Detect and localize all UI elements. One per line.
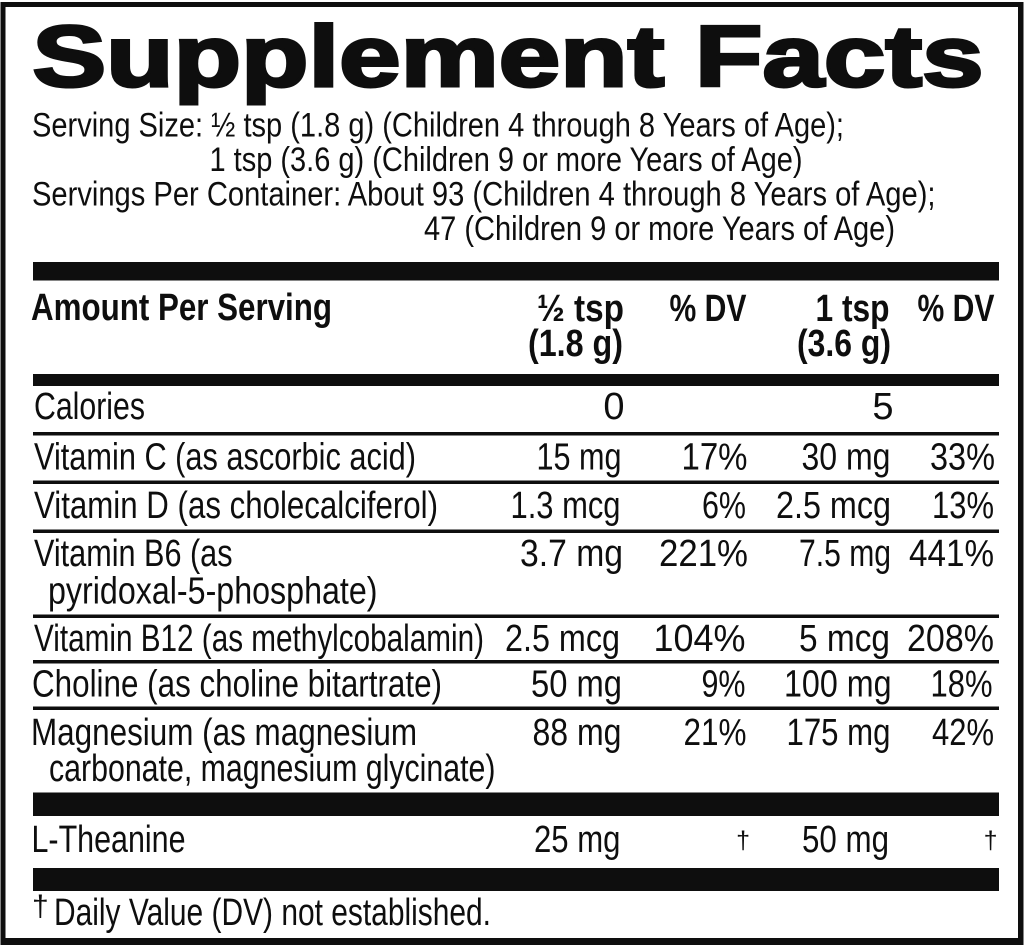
svg-text:†: †	[32, 890, 49, 923]
svg-text:17%: 17%	[682, 437, 748, 479]
svg-text:441%: 441%	[909, 533, 994, 575]
svg-text:21%: 21%	[684, 712, 747, 754]
svg-text:13%: 13%	[932, 485, 994, 527]
svg-text:Daily Value (DV) not establish: Daily Value (DV) not established.	[54, 892, 491, 934]
svg-text:33%: 33%	[930, 437, 995, 479]
svg-text:†: †	[736, 827, 750, 855]
svg-text:2.5 mcg: 2.5 mcg	[505, 618, 620, 660]
svg-text:(3.6 g): (3.6 g)	[797, 323, 891, 365]
svg-text:½ tsp: ½ tsp	[537, 288, 624, 330]
svg-text:100 mg: 100 mg	[784, 664, 892, 706]
svg-text:208%: 208%	[907, 618, 994, 660]
svg-text:Choline (as choline bitartrate: Choline (as choline bitartrate)	[32, 664, 442, 706]
svg-text:50 mg: 50 mg	[802, 819, 889, 861]
svg-text:7.5 mg: 7.5 mg	[799, 533, 891, 575]
svg-text:25 mg: 25 mg	[534, 819, 621, 861]
svg-text:†: †	[984, 827, 998, 855]
svg-text:175 mg: 175 mg	[787, 712, 891, 754]
svg-text:carbonate, magnesium glycinate: carbonate, magnesium glycinate)	[49, 748, 496, 790]
svg-text:6%: 6%	[702, 485, 746, 527]
svg-text:30 mg: 30 mg	[802, 437, 891, 479]
svg-text:50 mg: 50 mg	[531, 664, 622, 706]
svg-text:1 tsp: 1 tsp	[816, 288, 890, 330]
svg-text:221%: 221%	[659, 533, 748, 575]
svg-text:Supplement Facts: Supplement Facts	[33, 9, 984, 105]
svg-text:Serving Size: ½ tsp (1.8 g) (C: Serving Size: ½ tsp (1.8 g) (Children 4 …	[32, 107, 844, 145]
svg-text:9%: 9%	[702, 664, 746, 706]
svg-text:1 tsp (3.6 g) (Children 9 or m: 1 tsp (3.6 g) (Children 9 or more Years …	[210, 141, 803, 179]
svg-text:% DV: % DV	[670, 288, 748, 330]
svg-text:(1.8 g): (1.8 g)	[528, 323, 623, 365]
svg-text:Calories: Calories	[34, 386, 145, 428]
svg-text:Magnesium (as magnesium: Magnesium (as magnesium	[31, 712, 417, 754]
svg-text:3.7 mg: 3.7 mg	[520, 533, 623, 575]
svg-text:42%: 42%	[932, 712, 994, 754]
svg-text:Vitamin B12 (as methylcobalami: Vitamin B12 (as methylcobalamin)	[34, 618, 484, 660]
svg-text:Amount Per Serving: Amount Per Serving	[31, 287, 332, 329]
svg-text:5 mcg: 5 mcg	[799, 618, 890, 660]
svg-text:88 mg: 88 mg	[533, 712, 622, 754]
svg-text:Vitamin D (as cholecalciferol): Vitamin D (as cholecalciferol)	[34, 485, 438, 527]
svg-text:5: 5	[872, 386, 893, 428]
svg-text:18%: 18%	[931, 664, 993, 706]
svg-text:Servings Per Container: About: Servings Per Container: About 93 (Childr…	[32, 176, 936, 214]
svg-text:% DV: % DV	[918, 288, 996, 330]
svg-text:Vitamin C (as ascorbic acid): Vitamin C (as ascorbic acid)	[34, 437, 416, 479]
svg-text:15 mg: 15 mg	[537, 437, 622, 479]
svg-text:1.3 mcg: 1.3 mcg	[511, 485, 621, 527]
svg-text:L-Theanine: L-Theanine	[32, 819, 186, 861]
svg-text:Vitamin B6 (as: Vitamin B6 (as	[34, 533, 233, 575]
svg-text:2.5 mcg: 2.5 mcg	[776, 485, 891, 527]
svg-text:0: 0	[603, 386, 624, 428]
svg-text:104%: 104%	[654, 618, 746, 660]
svg-text:47 (Children 9 or more Years o: 47 (Children 9 or more Years of Age)	[424, 210, 895, 248]
svg-text:pyridoxal-5-phosphate): pyridoxal-5-phosphate)	[48, 571, 378, 613]
